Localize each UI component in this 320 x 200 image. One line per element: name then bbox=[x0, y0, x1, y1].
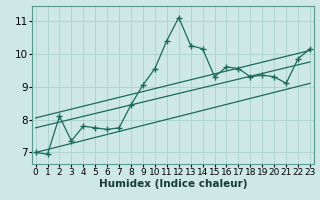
X-axis label: Humidex (Indice chaleur): Humidex (Indice chaleur) bbox=[99, 179, 247, 189]
